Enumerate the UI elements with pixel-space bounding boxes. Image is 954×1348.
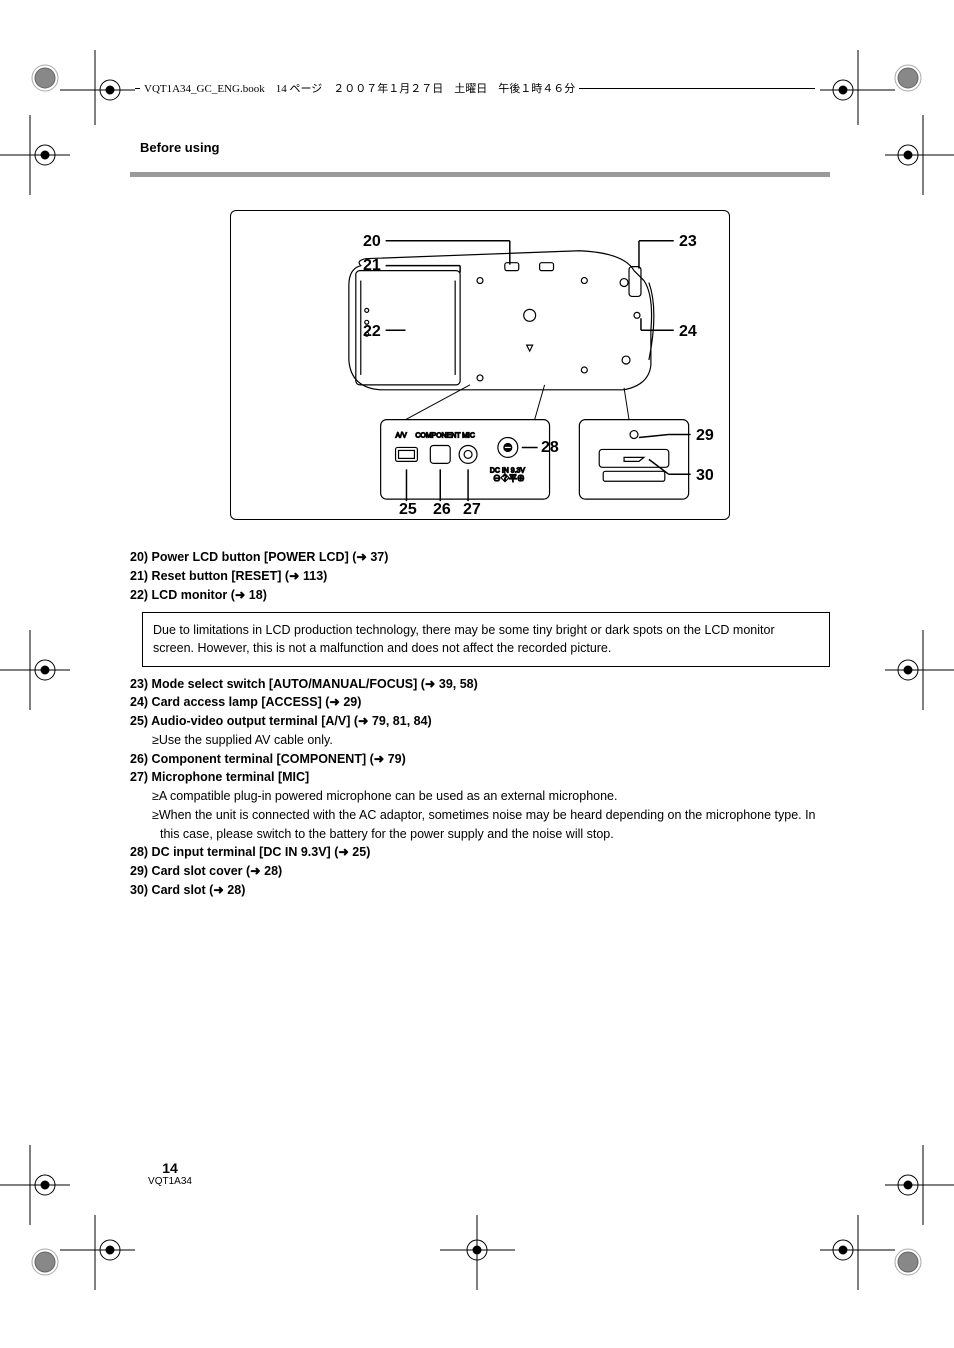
callout-28: 28 [541, 439, 559, 457]
callout-29: 29 [696, 427, 714, 445]
callout-25: 25 [399, 501, 417, 519]
doc-code: VQT1A34 [140, 1176, 200, 1187]
lcd-note-box: Due to limitations in LCD production tec… [142, 612, 830, 666]
callout-24: 24 [679, 323, 697, 341]
callout-23: 23 [679, 233, 697, 251]
item-26: 26) Component terminal [COMPONENT] (➜ 79… [130, 752, 406, 766]
svg-text:⊖�平⊕: ⊖�平⊕ [493, 473, 525, 483]
callout-30: 30 [696, 467, 714, 485]
item-30: 30) Card slot (➜ 28) [130, 883, 245, 897]
section-title: Before using [140, 140, 219, 155]
item-20: 20) Power LCD button [POWER LCD] (➜ 37) [130, 550, 388, 564]
book-meta-line: VQT1A34_GC_ENG.book 14 ページ ２００７年１月２７日 土曜… [140, 80, 579, 96]
section-rule [130, 172, 830, 177]
page-footer: 14 VQT1A34 [140, 1160, 200, 1187]
callout-27: 27 [463, 501, 481, 519]
parts-list: 20) Power LCD button [POWER LCD] (➜ 37) … [130, 548, 830, 900]
label-mic: MIC [462, 433, 475, 440]
label-component: COMPONENT [415, 433, 461, 440]
item-22: 22) LCD monitor (➜ 18) [130, 588, 267, 602]
item-28: 28) DC input terminal [DC IN 9.3V] (➜ 25… [130, 845, 370, 859]
item-27-sub1: ≥A compatible plug-in powered microphone… [130, 787, 830, 806]
item-29: 29) Card slot cover (➜ 28) [130, 864, 282, 878]
item-25: 25) Audio-video output terminal [A/V] (➜… [130, 714, 432, 728]
item-21: 21) Reset button [RESET] (➜ 113) [130, 569, 327, 583]
page-number: 14 [140, 1160, 200, 1176]
item-24: 24) Card access lamp [ACCESS] (➜ 29) [130, 695, 361, 709]
callout-26: 26 [433, 501, 451, 519]
item-27-sub2: ≥When the unit is connected with the AC … [130, 806, 830, 844]
callout-22: 22 [363, 323, 381, 341]
callout-20: 20 [363, 233, 381, 251]
label-av: A/V [396, 433, 408, 440]
item-25-sub: ≥Use the supplied AV cable only. [130, 731, 830, 750]
svg-text:DC IN 9.3V: DC IN 9.3V [490, 467, 525, 474]
item-27: 27) Microphone terminal [MIC] [130, 770, 309, 784]
item-23: 23) Mode select switch [AUTO/MANUAL/FOCU… [130, 677, 478, 691]
callout-21: 21 [363, 257, 381, 275]
parts-diagram: DC IN 9.3V ⊖�平⊕ A/V COMPONENT MIC [230, 210, 730, 520]
